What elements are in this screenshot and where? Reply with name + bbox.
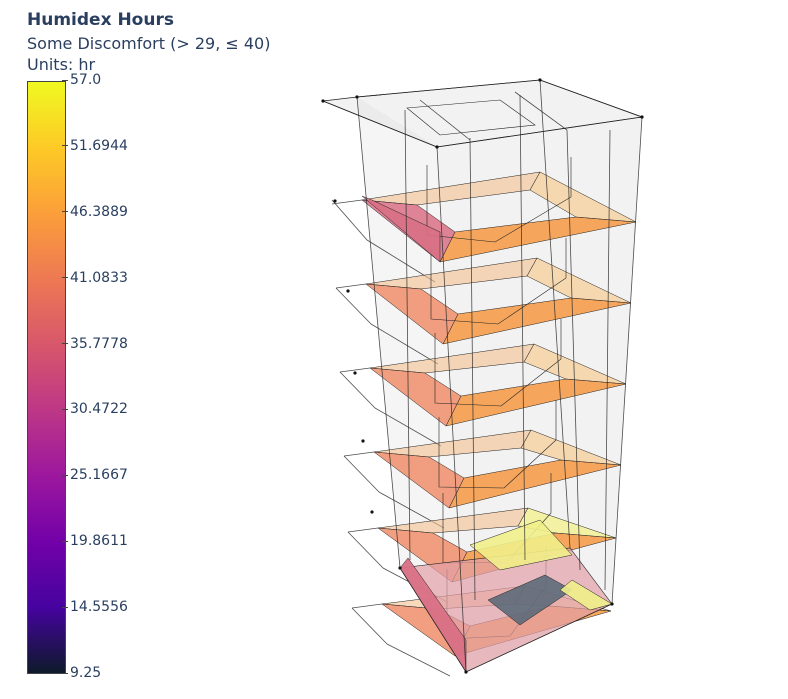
edge-line (514, 91, 568, 131)
balcony-edge (347, 527, 379, 533)
balcony-edge (331, 199, 363, 205)
balcony-edge (351, 607, 388, 645)
balcony-edge (339, 371, 376, 409)
vertex-point (321, 99, 325, 103)
legend-units: Units: hr (27, 55, 96, 74)
roof-edge (322, 100, 438, 148)
legend-title: Humidex Hours (27, 10, 174, 30)
balcony-edge (335, 283, 367, 289)
colorbar-tick-label: 51.6944 (62, 138, 128, 154)
tower-edge (539, 79, 571, 549)
vertex-point (361, 439, 365, 443)
balcony-edge (339, 367, 371, 373)
zone-outline-1 (426, 157, 572, 243)
colorbar-tick-label: 9.25 (62, 665, 101, 681)
column-line (604, 129, 611, 591)
colorbar-tick-label: 25.1667 (62, 467, 128, 483)
colorbar-tick-label: 19.8611 (62, 533, 128, 549)
vertex-point (353, 371, 357, 375)
colorbar-tick-label: 35.7778 (62, 336, 128, 352)
wall-left-top (361, 195, 441, 263)
tower-edge (356, 96, 401, 569)
legend-subtitle: Some Discomfort (> 29, ≤ 40) (27, 34, 271, 53)
floor-slab-left-4 (373, 451, 465, 509)
edge-line (419, 99, 471, 141)
zone-outline-3 (434, 319, 562, 407)
colorbar-tick-label: 30.4722 (62, 401, 128, 417)
column-line (519, 94, 526, 561)
floor-edge-yellow (559, 579, 613, 611)
zone-outline-4 (438, 400, 557, 489)
balcony-edge (370, 323, 439, 365)
floor-core-yellow (469, 519, 573, 571)
colorbar-tick-label: 57.0 (62, 72, 101, 88)
column-line (566, 129, 581, 571)
roof-core-outline (406, 99, 536, 136)
floor-slab-left-2 (365, 283, 459, 345)
edge-line (356, 79, 541, 98)
edge-line (436, 116, 643, 148)
vertex-point (464, 670, 468, 674)
edge-line (539, 79, 643, 118)
tower-edge (465, 603, 613, 673)
colorbar (27, 81, 66, 674)
colorbar-tick-label: 41.0833 (62, 270, 128, 286)
vertex-point (640, 115, 644, 119)
balcony-edge (386, 643, 451, 677)
balcony-edge (347, 531, 384, 569)
vertex-point (538, 78, 542, 82)
column-line (469, 137, 476, 601)
balcony-edge (335, 287, 372, 325)
tower-edge (399, 567, 467, 673)
colorbar-tick-label: 14.5556 (62, 599, 128, 615)
vertex-point (610, 602, 614, 606)
balcony-edge (351, 603, 383, 609)
balcony-edge (343, 455, 380, 493)
balcony-edge (343, 451, 375, 457)
vertex-point (398, 566, 402, 570)
column-line (404, 109, 411, 561)
vertex-point (370, 510, 374, 514)
vertex-point (355, 95, 359, 99)
zone-outline-2 (430, 238, 567, 325)
vertex-point (333, 199, 337, 203)
balcony-edge (331, 199, 368, 241)
vertex-point (435, 145, 439, 149)
vertex-point (346, 289, 350, 293)
tower-edge (611, 116, 643, 605)
tower-edge (436, 146, 467, 673)
floor-slab-left-3 (369, 367, 462, 427)
colorbar-tick-label: 46.3889 (62, 204, 128, 220)
